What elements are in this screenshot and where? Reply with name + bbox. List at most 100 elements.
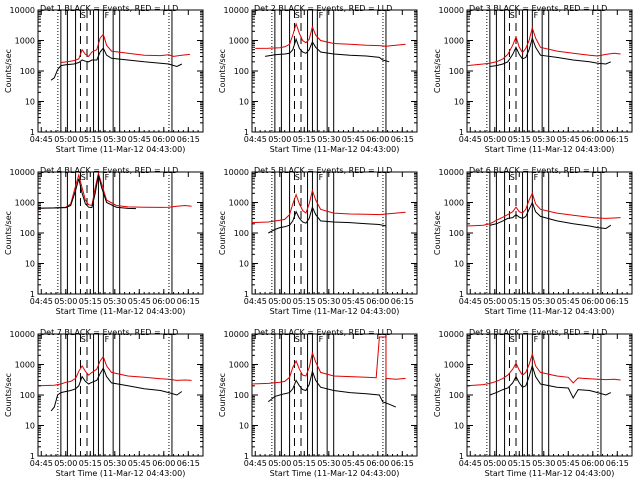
y-axis-label: Counts/sec [4,49,13,93]
x-tick-label: 05:15 [293,135,316,144]
x-tick-label: 05:45 [342,135,365,144]
x-tick-label: 05:00 [54,459,77,468]
x-tick-label: 05:45 [342,297,365,306]
plot-frame [466,9,633,133]
annotation-letter: F [105,335,110,344]
y-axis-label: Counts/sec [218,49,227,93]
annotation-letter: S [295,335,300,344]
series-events-line [265,37,390,63]
series-lld-line [38,355,192,387]
x-tick-label: 05:45 [557,135,580,144]
x-tick-label: 04:45 [30,297,53,306]
plot-frame [37,333,204,457]
y-tick-label: 1 [30,128,35,137]
annotation-letter: S [81,11,86,20]
x-tick-label: 06:00 [366,459,389,468]
y-tick-label: 100 [449,391,464,400]
x-axis-label: Start Time (11-Mar-12 04:43:00) [56,145,186,154]
x-tick-label: 05:00 [54,297,77,306]
y-tick-label: 1 [244,290,249,299]
annotation-letter: S [510,173,515,182]
x-axis-label: Start Time (11-Mar-12 04:43:00) [56,469,186,478]
x-tick-label: 06:15 [391,297,414,306]
x-axis-label: Start Time (11-Mar-12 04:43:00) [270,145,400,154]
panel-det-1: 1 10 100 1000 10000 04:45 05:00 05:15 05:30 05:45… [4,4,204,154]
plot-frame [251,333,418,457]
x-tick-label: 06:15 [391,135,414,144]
panel-det-3: 1 10 100 1000 10000 04:45 05:00 05:15 05:30 05:45… [433,4,633,154]
y-axis-label: Counts/sec [4,373,13,417]
panel-det-4: 1 10 100 1000 10000 04:45 05:00 05:15 05:30 05:45… [4,166,204,316]
y-tick-label: 10 [239,98,249,107]
x-tick-label: 04:45 [244,297,267,306]
y-tick-label: 1000 [444,361,464,370]
x-tick-label: 05:00 [483,459,506,468]
x-tick-label: 05:30 [103,459,126,468]
series-events-line [489,364,612,400]
x-tick-label: 05:30 [532,297,555,306]
x-tick-label: 05:00 [483,135,506,144]
y-tick-label: 10000 [10,330,35,339]
panel-title: Det 1 BLACK = Events, RED = LLD [40,4,178,13]
x-tick-label: 05:15 [293,297,316,306]
y-tick-label: 10 [25,422,35,431]
x-tick-label: 04:45 [244,135,267,144]
annotation-letter: S [295,173,300,182]
plot-frame [466,171,633,295]
x-tick-label: 06:15 [177,297,200,306]
y-tick-label: 10 [239,260,249,269]
x-tick-label: 05:15 [79,297,102,306]
y-tick-label: 1 [244,128,249,137]
panel-title: Det 2 BLACK = Events, RED = LLD [254,4,392,13]
x-tick-label: 05:30 [532,459,555,468]
plot-frame [37,171,204,295]
y-tick-label: 10000 [439,6,464,15]
y-tick-label: 100 [20,229,35,238]
panel-title: Det 9 BLACK = Events, RED = LLD [469,328,607,337]
panel-title: Det 3 BLACK = Events, RED = LLD [469,4,607,13]
panel-det-2: 1 10 100 1000 10000 04:45 05:00 05:15 05:30 05:45… [218,4,418,154]
x-tick-label: 04:45 [459,135,482,144]
plot-frame [37,9,204,133]
y-tick-label: 100 [449,67,464,76]
panel-title: Det 6 BLACK = Events, RED = LLD [469,166,607,175]
x-tick-label: 06:00 [152,459,175,468]
y-tick-label: 100 [449,229,464,238]
y-tick-label: 10 [454,260,464,269]
series-events-line [50,367,183,412]
annotation-letter: S [295,11,300,20]
plot-frame [466,333,633,457]
y-tick-label: 100 [234,67,249,76]
x-tick-label: 06:00 [152,135,175,144]
x-tick-label: 05:45 [557,297,580,306]
x-axis-label: Start Time (11-Mar-12 04:43:00) [56,307,186,316]
annotation-letter: F [319,11,324,20]
series-events-line [489,36,612,67]
annotation-letter: F [534,11,539,20]
x-tick-label: 04:45 [30,135,53,144]
x-tick-label: 05:15 [508,459,531,468]
y-axis-label: Counts/sec [218,211,227,255]
annotation-letter: S [510,11,515,20]
panel-det-6: 1 10 100 1000 10000 04:45 05:00 05:15 05:30 05:45… [433,166,633,316]
x-tick-label: 05:00 [54,135,77,144]
y-axis-label: Counts/sec [433,211,442,255]
y-tick-label: 10000 [224,6,249,15]
panel-title: Det 5 BLACK = Events, RED = LLD [254,166,392,175]
x-tick-label: 05:15 [293,459,316,468]
y-axis-label: Counts/sec [433,49,442,93]
annotation-letter: F [534,173,539,182]
series-lld-line [255,22,406,49]
y-tick-label: 1000 [444,37,464,46]
series-events-line [50,47,183,81]
y-tick-label: 1 [459,290,464,299]
y-axis-label: Counts/sec [433,373,442,417]
annotation-letter: F [534,335,539,344]
y-tick-label: 10 [25,98,35,107]
x-tick-label: 06:15 [606,459,629,468]
x-tick-label: 06:00 [581,459,604,468]
x-tick-label: 04:45 [459,459,482,468]
series-events-line [267,369,397,408]
x-tick-label: 06:15 [177,459,200,468]
x-tick-label: 06:15 [391,459,414,468]
